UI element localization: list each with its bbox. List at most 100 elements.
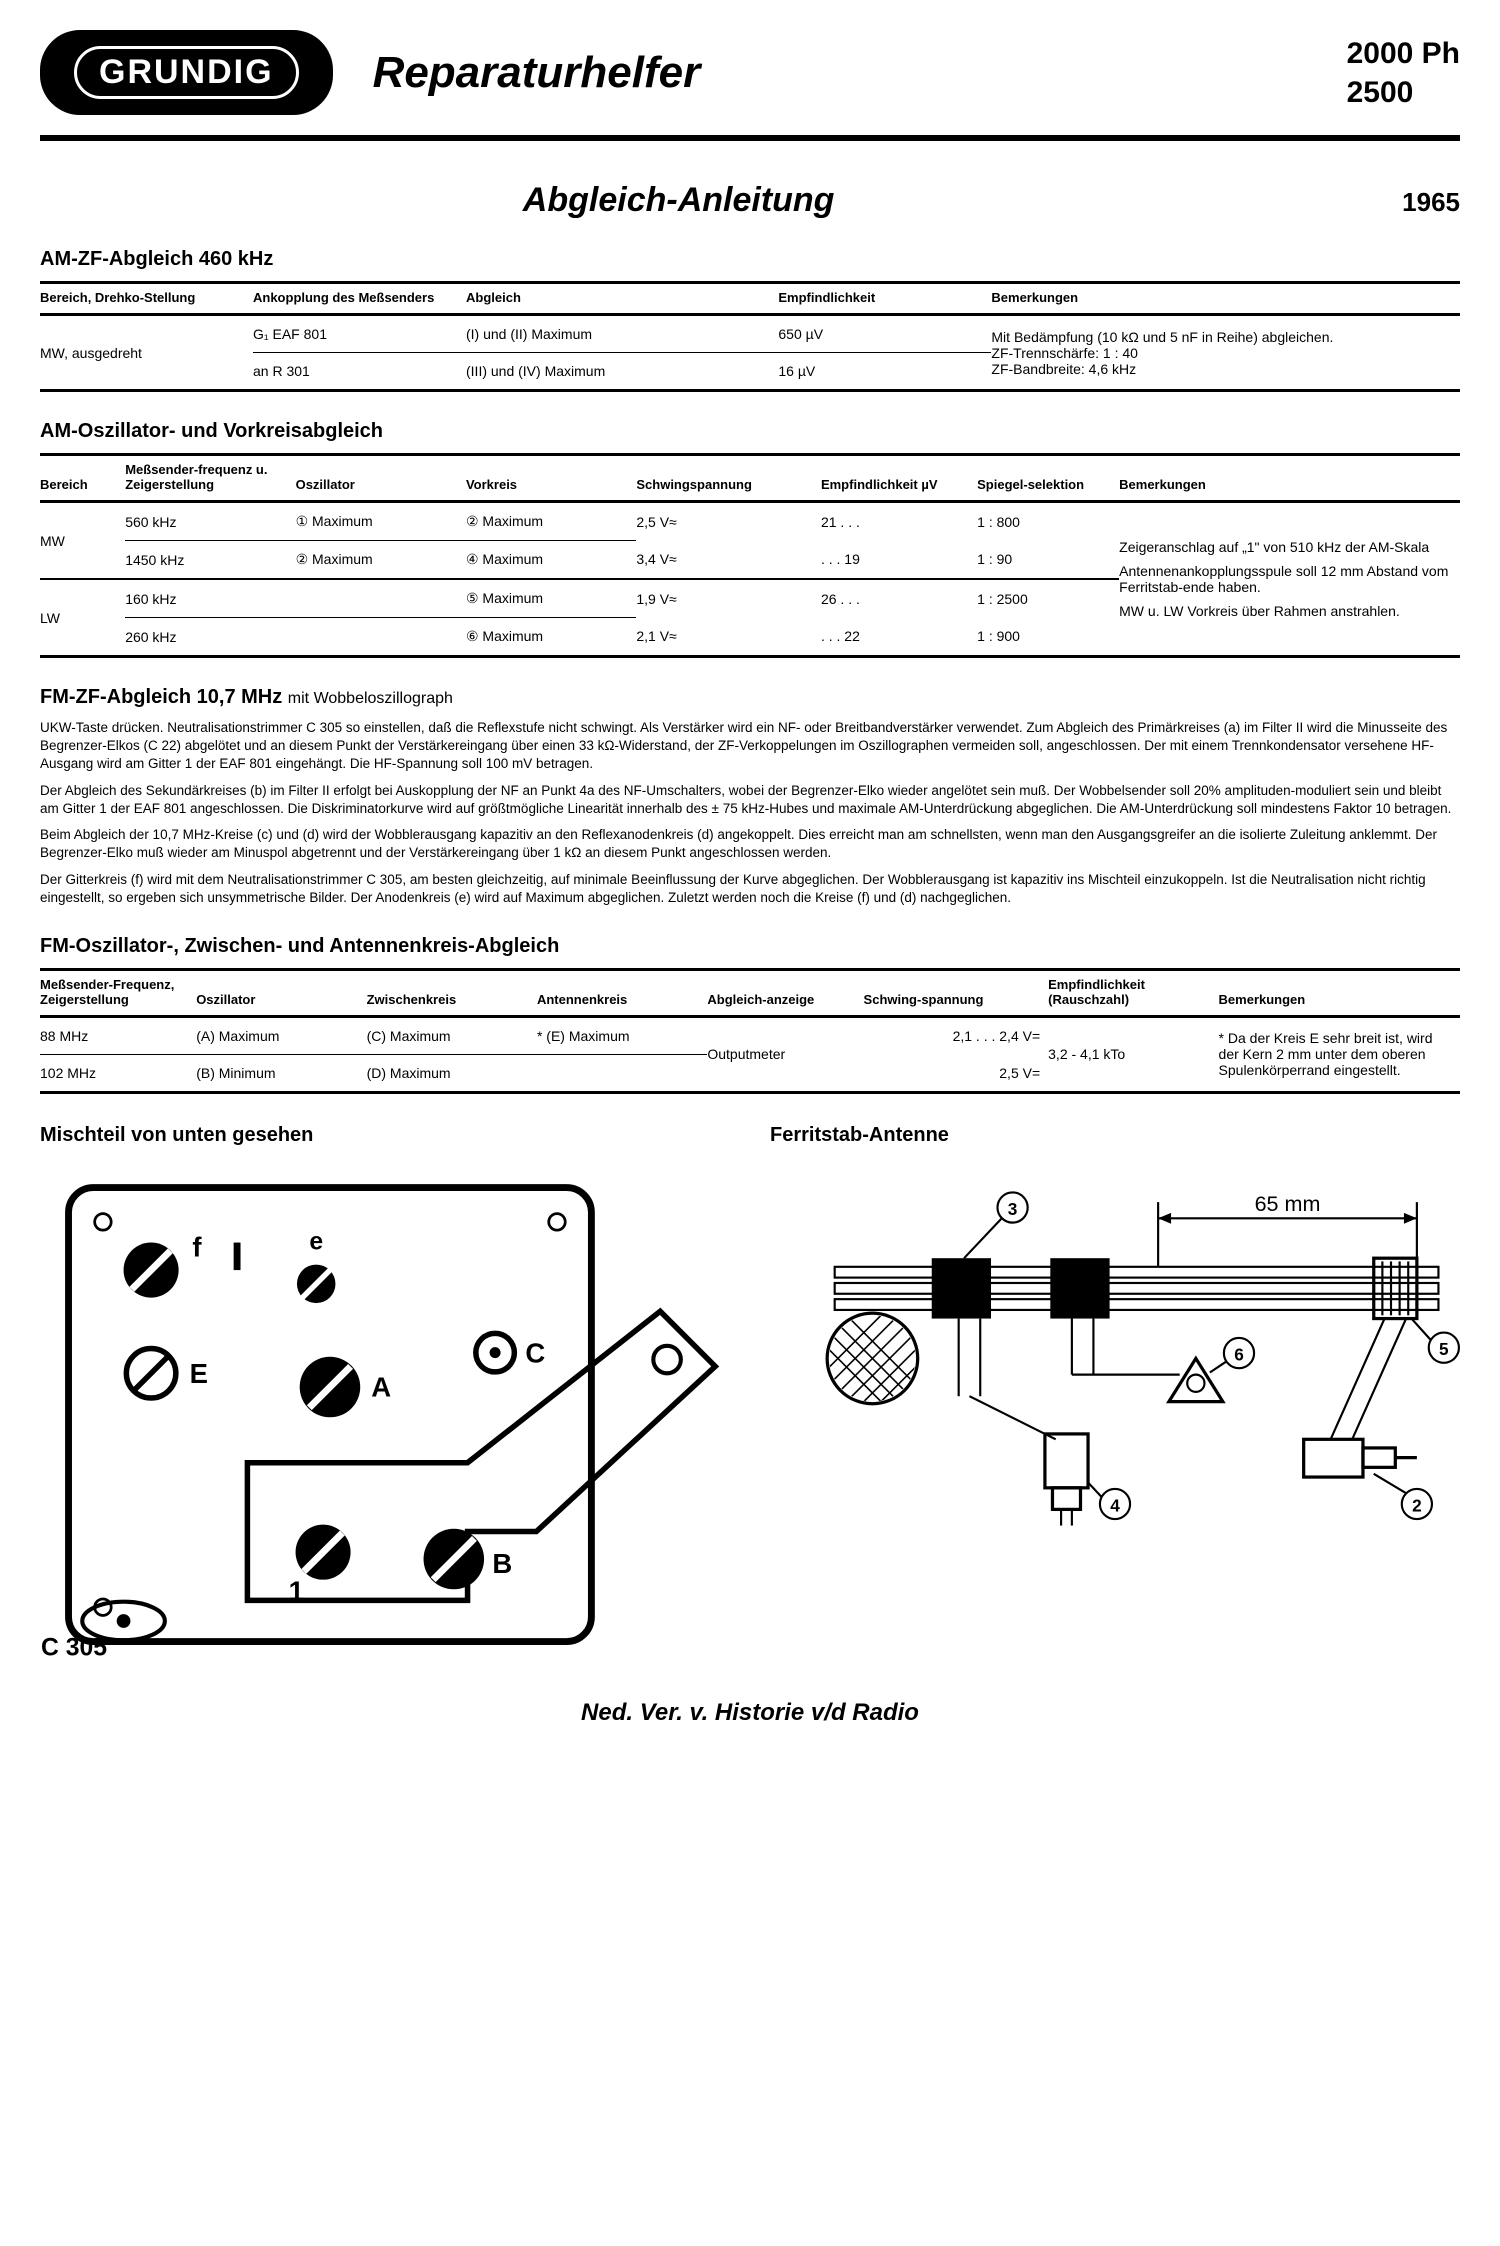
subtitle: Abgleich-Anleitung	[523, 181, 1402, 220]
remark: Mit Bedämpfung (10 kΩ und 5 nF in Reihe)…	[991, 329, 1452, 345]
th: Meßsender-frequenz u. Zeigerstellung	[125, 455, 295, 502]
th: Abgleich-anzeige	[707, 969, 863, 1016]
diagram-title-1: Mischteil von unten gesehen	[40, 1124, 730, 1147]
cell: . . . 22	[821, 618, 977, 657]
label-4: 4	[1110, 1496, 1120, 1516]
cell: ② Maximum	[296, 541, 466, 580]
th-empf: Empfindlichkeit	[778, 283, 991, 315]
model-1: 2000 Ph	[1347, 34, 1460, 73]
fmzf-suffix: mit Wobbeloszillograph	[288, 690, 453, 707]
cell: ⑤ Maximum	[466, 579, 636, 618]
cell: 1 : 900	[977, 618, 1119, 657]
section-fmosz-title: FM-Oszillator-, Zwischen- und Antennenkr…	[40, 935, 1460, 958]
cell: 2,1 . . . 2,4 V=	[864, 1016, 1049, 1054]
section-amzf-title: AM-ZF-Abgleich 460 kHz	[40, 248, 1460, 271]
cell: MW	[40, 502, 125, 580]
cell: (A) Maximum	[196, 1016, 366, 1054]
dim-65mm: 65 mm	[1255, 1191, 1321, 1216]
cell: G₁ EAF 801	[253, 315, 466, 353]
cell: * (E) Maximum	[537, 1016, 707, 1054]
footer-credit: Ned. Ver. v. Historie v/d Radio	[40, 1699, 1460, 1727]
model-2: 2500	[1347, 73, 1460, 112]
cell: . . . 19	[821, 541, 977, 580]
remark: ZF-Bandbreite: 4,6 kHz	[991, 361, 1452, 377]
cell: 260 kHz	[125, 618, 295, 657]
th: Empfindlichkeit µV	[821, 455, 977, 502]
year: 1965	[1402, 187, 1460, 218]
cell: ④ Maximum	[466, 541, 636, 580]
cell: 2,5 V=	[864, 1054, 1049, 1092]
label-B: B	[492, 1548, 512, 1579]
th: Antennenkreis	[537, 969, 707, 1016]
cell: 1 : 90	[977, 541, 1119, 580]
section-fmzf-title: FM-ZF-Abgleich 10,7 MHz mit Wobbeloszill…	[40, 686, 1460, 709]
table-row: MW 560 kHz ① Maximum ② Maximum 2,5 V≈ 21…	[40, 502, 1460, 541]
cell-remarks: Zeigeranschlag auf „1" von 510 kHz der A…	[1119, 502, 1460, 657]
remark: Antennenankopplungsspule soll 12 mm Abst…	[1119, 563, 1452, 595]
divider	[40, 135, 1460, 141]
cell: 2,1 V≈	[636, 618, 821, 657]
brand-logo: GRUNDIG	[40, 30, 333, 115]
table-row: MW, ausgedreht G₁ EAF 801 (I) und (II) M…	[40, 315, 1460, 353]
cell: an R 301	[253, 353, 466, 391]
ferritstab-svg: 65 mm 3 5	[770, 1159, 1460, 1569]
th: Empfindlichkeit (Rauschzahl)	[1048, 969, 1218, 1016]
cell: LW	[40, 579, 125, 657]
subtitle-row: Abgleich-Anleitung 1965	[40, 181, 1460, 220]
cell: ② Maximum	[466, 502, 636, 541]
cell: 26 . . .	[821, 579, 977, 618]
cell: (C) Maximum	[367, 1016, 537, 1054]
fmzf-p2: Der Abgleich des Sekundärkreises (b) im …	[40, 782, 1460, 818]
cell: 650 µV	[778, 315, 991, 353]
doc-title: Reparaturhelfer	[373, 48, 1307, 98]
th: Spiegel-selektion	[977, 455, 1119, 502]
brand-text: GRUNDIG	[74, 46, 299, 99]
cell: 160 kHz	[125, 579, 295, 618]
th: Bemerkungen	[1219, 969, 1460, 1016]
label-5: 5	[1439, 1339, 1449, 1359]
label-A: A	[371, 1372, 391, 1403]
label-e: e	[309, 1228, 323, 1255]
cell: 3,2 - 4,1 kTo	[1048, 1016, 1218, 1092]
th: Bereich	[40, 455, 125, 502]
label-3: 3	[1008, 1199, 1018, 1219]
th: Oszillator	[296, 455, 466, 502]
th: Oszillator	[196, 969, 366, 1016]
label-c305: C 305	[41, 1634, 107, 1661]
th-abgleich: Abgleich	[466, 283, 778, 315]
th: Schwingspannung	[636, 455, 821, 502]
cell: 16 µV	[778, 353, 991, 391]
th: Meßsender-Frequenz, Zeigerstellung	[40, 969, 196, 1016]
th-ankopplung: Ankopplung des Meßsenders	[253, 283, 466, 315]
cell: (III) und (IV) Maximum	[466, 353, 778, 391]
fmzf-p4: Der Gitterkreis (f) wird mit dem Neutral…	[40, 871, 1460, 907]
th: Schwing-spannung	[864, 969, 1049, 1016]
diagram-mischteil: Mischteil von unten gesehen f e E A C	[40, 1124, 730, 1689]
cell: 3,4 V≈	[636, 541, 821, 580]
cell: (B) Minimum	[196, 1054, 366, 1092]
th-bereich: Bereich, Drehko-Stellung	[40, 283, 253, 315]
cell: ① Maximum	[296, 502, 466, 541]
cell: 1 : 800	[977, 502, 1119, 541]
fmzf-title: FM-ZF-Abgleich 10,7 MHz	[40, 686, 282, 708]
cell: * Da der Kreis E sehr breit ist, wird de…	[1219, 1016, 1460, 1092]
diagram-ferritstab: Ferritstab-Antenne 65 mm 3	[770, 1124, 1460, 1689]
cell: 1450 kHz	[125, 541, 295, 580]
diagram-title-2: Ferritstab-Antenne	[770, 1124, 1460, 1147]
cell-remarks: Mit Bedämpfung (10 kΩ und 5 nF in Reihe)…	[991, 315, 1460, 391]
cell: ⑥ Maximum	[466, 618, 636, 657]
cell: 1,9 V≈	[636, 579, 821, 618]
th: Zwischenkreis	[367, 969, 537, 1016]
label-2: 2	[1412, 1496, 1422, 1516]
fmzf-p1: UKW-Taste drücken. Neutralisationstrimme…	[40, 719, 1460, 774]
label-f: f	[192, 1231, 202, 1262]
th: Bemerkungen	[1119, 455, 1460, 502]
fmzf-p3: Beim Abgleich der 10,7 MHz-Kreise (c) un…	[40, 826, 1460, 862]
table-fmosz: Meßsender-Frequenz, Zeigerstellung Oszil…	[40, 968, 1460, 1094]
cell: (D) Maximum	[367, 1054, 537, 1092]
cell: 1 : 2500	[977, 579, 1119, 618]
cell: Outputmeter	[707, 1016, 863, 1092]
label-E: E	[190, 1358, 208, 1389]
label-C: C	[525, 1337, 545, 1368]
table-row: 88 MHz (A) Maximum (C) Maximum * (E) Max…	[40, 1016, 1460, 1054]
